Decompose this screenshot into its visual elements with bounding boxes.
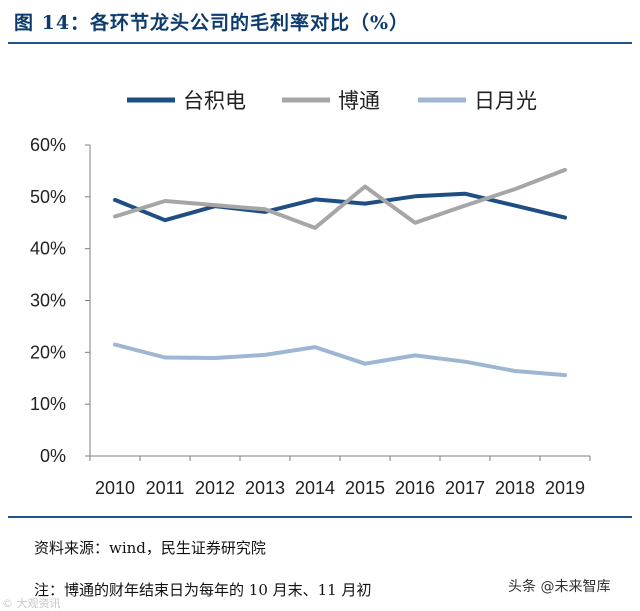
remark-note: 注：博通的财年结束日为每年的 10 月末、11 月初 [34,581,372,599]
axes: 0% 10% 20% 30% 40% 50% 60% 2010 2011 2012 2013 2014… [30,135,591,498]
y-tick-label: 60% [30,135,66,155]
x-tick-label: 2015 [345,478,385,498]
x-tick-label: 2017 [445,478,485,498]
series-line-日月光 [113,342,567,378]
y-tick-label: 0% [40,446,66,466]
bottom-rule [8,516,632,518]
series-line-台积电 [113,191,567,223]
x-tick-label: 2016 [395,478,435,498]
line-chart: 台积电 博通 日月光 0% 10% 20% 30% 40% 50% 60% 2010 2011 201… [30,89,591,498]
top-rule [8,42,632,44]
watermark-right: 头条 @未来智库 [508,579,611,595]
legend-label-博通: 博通 [338,89,380,113]
y-tick-label: 20% [30,342,66,362]
x-tick-label: 2011 [146,478,185,498]
x-tick-label: 2010 [95,478,135,498]
x-tick-label: 2012 [195,478,235,498]
series-line-博通 [113,167,567,230]
watermark-left: © 大观资讯 [2,597,61,610]
figure-title: 图 14：各环节龙头公司的毛利率对比（%） [14,12,410,34]
y-tick-label: 40% [30,239,66,259]
legend-label-日月光: 日月光 [474,89,537,113]
x-tick-label: 2014 [295,478,335,498]
series-lines [113,167,567,378]
y-tick-label: 50% [30,187,66,207]
legend: 台积电 博通 日月光 [127,89,537,113]
y-tick-label: 10% [30,394,66,414]
x-tick-label: 2019 [545,478,585,498]
x-tick-label: 2013 [245,478,285,498]
source-note: 资料来源：wind，民生证券研究院 [34,539,266,557]
y-tick-label: 30% [30,291,66,311]
legend-label-台积电: 台积电 [183,89,246,113]
x-tick-label: 2018 [495,478,535,498]
